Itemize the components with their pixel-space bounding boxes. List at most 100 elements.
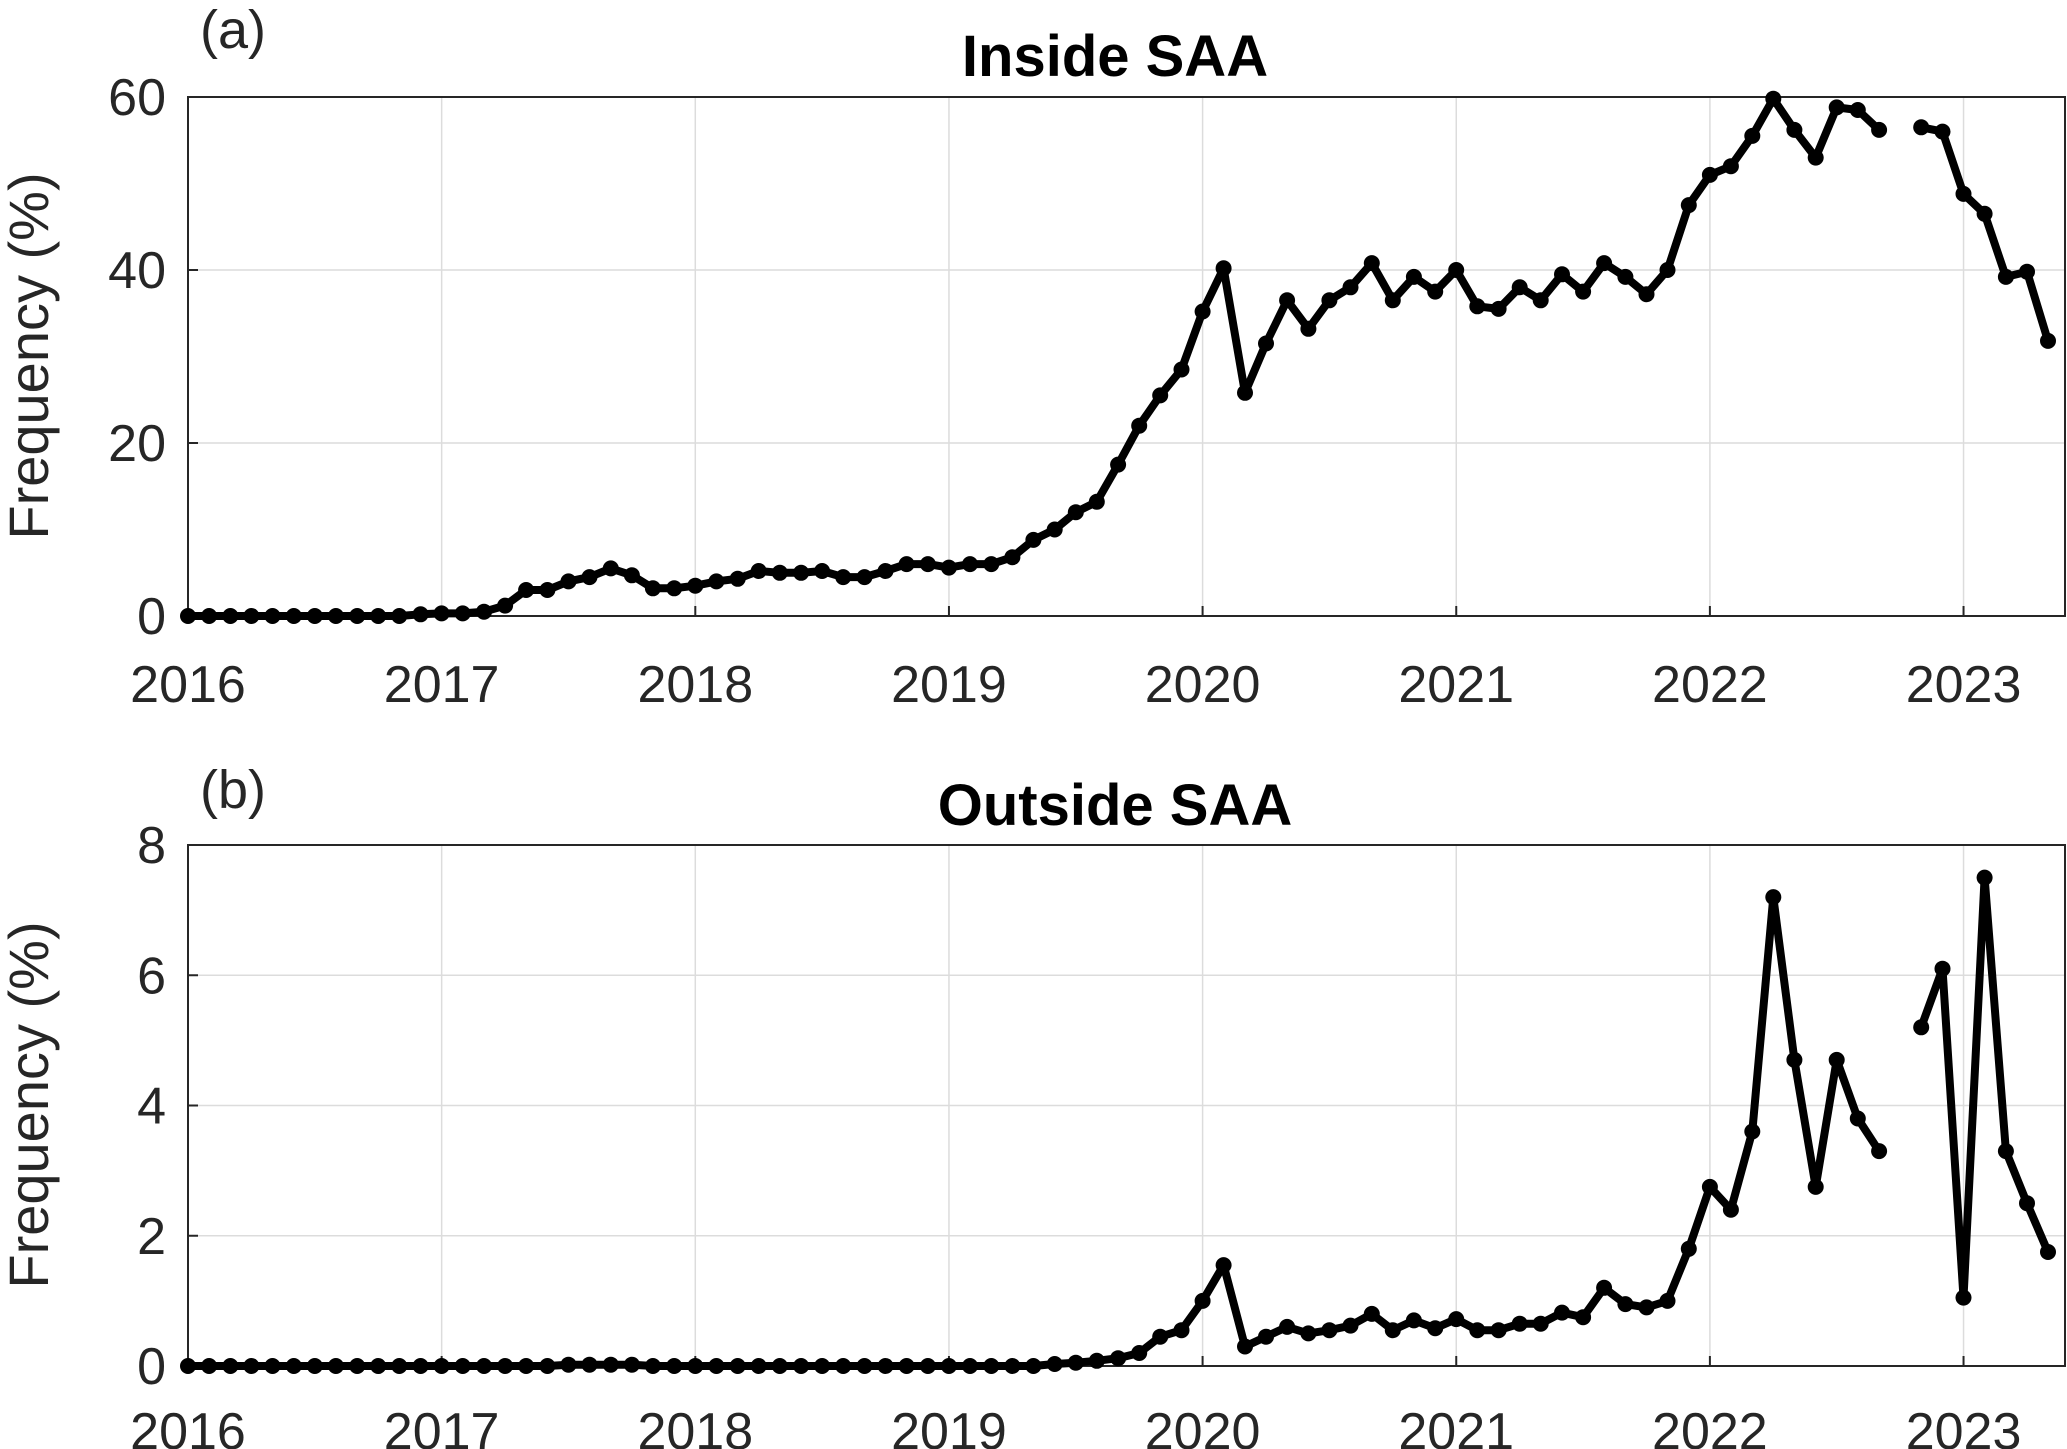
x-tick-label: 2018 [637,1403,753,1449]
data-point [750,563,767,579]
grid [187,96,2065,617]
data-point [180,1358,196,1374]
data-point [1638,1299,1655,1316]
data-point [1511,1315,1528,1332]
data-point [391,608,408,624]
data-point [687,1358,704,1374]
y-tick-label: 20 [108,415,166,473]
data-point [1511,279,1528,296]
data-point [1152,387,1169,404]
data-point [644,580,661,597]
grid [187,844,2065,1367]
ticks: 2016 2017 2018 2019 2020 2021 2022 2023 0 2 4 6 8 [130,817,2021,1449]
data-point [1279,1318,1296,1335]
data-point [370,1358,387,1374]
data-point [1722,158,1739,175]
data-point [793,1358,810,1374]
data-point [898,1358,915,1374]
data-point [1088,1352,1105,1369]
data-point [1237,384,1253,401]
data-point [729,1358,746,1374]
data-point [1448,262,1465,278]
data-point [349,608,366,624]
data-point [1300,320,1317,337]
data-point [412,1358,429,1374]
data-point [983,556,1000,573]
data-point [1046,521,1063,538]
y-tick-label: 0 [137,1338,166,1396]
data-point [497,597,514,614]
data-point [581,569,598,586]
x-tick-label: 2023 [1906,1403,2022,1449]
data-point [327,608,344,624]
data-point [1575,283,1592,300]
ticks: 2016 2017 2018 2019 2020 2021 2022 2023 0 20 40 60 [108,69,2021,714]
data-point [1025,1358,1042,1374]
data-point [1067,504,1084,521]
y-tick-label: 40 [108,242,166,300]
data-point [1215,1257,1232,1274]
data-point [1659,262,1676,278]
plot-frame [187,96,2066,617]
data-point [1744,127,1761,144]
data-point [940,559,957,576]
data-point [877,563,894,579]
data-point [1976,205,1993,222]
x-tick-label: 2016 [130,656,246,714]
data-point [180,608,196,624]
data-point [222,1358,239,1374]
data-point [264,608,281,624]
data-point [1807,1178,1824,1195]
data-point [2019,263,2035,280]
series [180,869,2056,1374]
data-point [1405,1312,1422,1329]
x-tick-label: 2019 [891,656,1007,714]
data-point [1680,197,1697,214]
data-point [1617,268,1634,285]
data-point [877,1358,894,1374]
data-point [1321,1322,1338,1339]
y-tick-label: 60 [108,69,166,127]
data-point [1025,531,1042,548]
data-point [1152,1328,1169,1345]
data-point [1934,960,1951,977]
data-point [1046,1356,1063,1372]
data-point [1258,335,1274,352]
data-point [201,1358,218,1374]
data-point [644,1358,661,1374]
data-point [1532,292,1549,309]
data-point [1849,102,1866,118]
x-tick-label: 2023 [1906,656,2022,714]
data-point [1194,303,1211,320]
data-point [814,563,831,579]
x-tick-label: 2018 [637,656,753,714]
data-point [1173,361,1190,378]
data-point [1659,1292,1676,1309]
data-point [1490,300,1507,317]
data-point [687,577,704,594]
data-point [962,556,978,573]
data-point [476,603,492,620]
data-point [1321,292,1338,309]
data-point [1997,268,2014,285]
data-point [1490,1322,1507,1339]
y-tick-label: 6 [137,947,166,1005]
data-point [835,569,852,586]
series-line [184,873,2052,1370]
data-point [1744,1123,1761,1140]
data-point [962,1358,978,1374]
data-point [201,608,218,624]
panel-inside-saa: (a) Inside SAA 2016 2017 2018 2019 2020 2021 2… [0,0,2066,714]
data-point [1765,889,1782,906]
y-tick-label: 2 [137,1208,166,1266]
data-point [1131,417,1148,434]
series [180,90,2056,624]
data-point [1384,1322,1401,1339]
data-point [983,1358,1000,1374]
data-point [1448,1311,1465,1328]
data-point [793,564,810,581]
data-point [940,1358,957,1374]
data-point [264,1358,281,1374]
data-point [1596,255,1613,272]
data-point [454,605,471,622]
